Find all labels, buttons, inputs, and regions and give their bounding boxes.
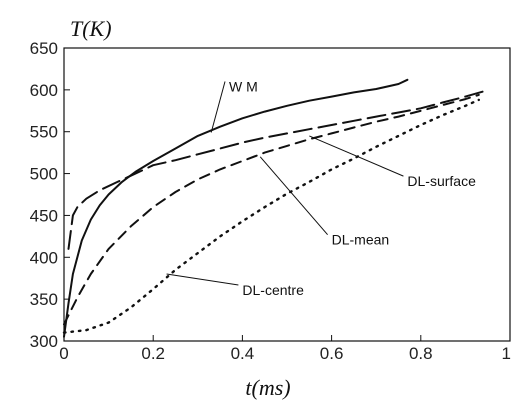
x-tick-labels: 0 0.2 0.4 0.6 0.8 1 [59,344,511,363]
plot-frame [63,47,511,342]
x-tick-label: 0 [59,344,68,363]
y-tick-label: 500 [30,165,58,184]
x-tick-label: 1 [502,344,511,363]
y-tick-label: 400 [30,248,58,267]
y-tick-labels: 300 350 400 450 500 550 600 650 [30,39,58,351]
x-tick-label: 0.2 [141,344,165,363]
annotation-dl-surface: DL-surface [407,173,476,189]
series-line-dl-mean [63,93,480,326]
annotation-labels: W M DL-surface DL-mean DL-centre [229,79,476,298]
y-tick-label: 550 [30,123,58,142]
x-tick-label: 0.6 [320,344,344,363]
y-axis-label: T(K) [70,16,112,41]
series-lines [62,78,485,338]
annotation-pointers [166,81,404,286]
annotation-dl-centre: DL-centre [242,282,304,298]
y-tick-label: 350 [30,290,58,309]
series-line-dl-centre [62,98,480,334]
y-tick-label: 650 [30,39,58,58]
series-line-w-m [63,78,409,338]
x-tick-label: 0.4 [231,344,255,363]
pointer-w-m [210,81,226,133]
pointer-dl-centre [166,273,239,286]
annotation-dl-mean: DL-mean [332,232,390,248]
y-tick-label: 600 [30,81,58,100]
x-axis-label: t(ms) [245,375,290,400]
y-tick-label: 300 [30,332,58,351]
pointer-dl-surface [309,135,404,177]
annotation-w-m: W M [229,79,258,95]
y-tick-label: 450 [30,206,58,225]
x-tick-label: 0.8 [409,344,433,363]
pointer-dl-mean [259,156,328,236]
series-line-dl-surface [67,90,485,250]
